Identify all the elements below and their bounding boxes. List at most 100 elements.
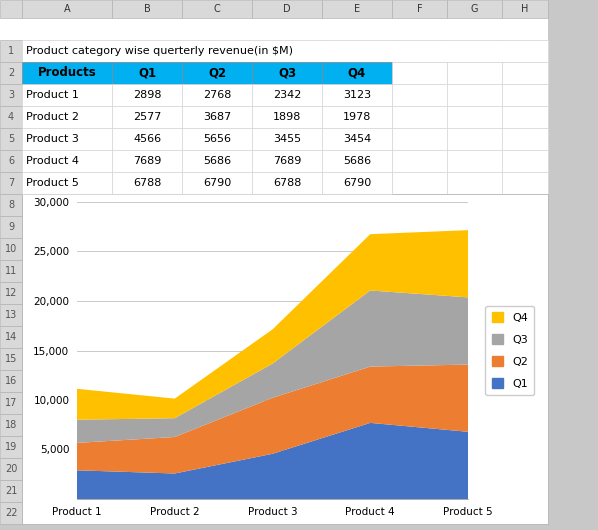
Text: 21: 21 — [5, 486, 17, 496]
Text: 9: 9 — [8, 222, 14, 232]
Bar — [22, 84, 112, 106]
Bar — [447, 128, 502, 150]
Bar — [0, 326, 22, 348]
Bar — [252, 172, 322, 194]
Bar — [252, 150, 322, 172]
Text: B: B — [144, 4, 150, 14]
Bar — [112, 84, 182, 106]
Bar — [22, 106, 112, 128]
Bar — [392, 62, 447, 84]
Bar — [22, 62, 112, 84]
Text: Products: Products — [38, 66, 96, 80]
Bar — [392, 106, 447, 128]
Bar — [22, 0, 112, 18]
Text: 3123: 3123 — [343, 90, 371, 100]
Text: 5686: 5686 — [343, 156, 371, 166]
Bar — [0, 194, 22, 216]
Text: 14: 14 — [5, 332, 17, 342]
Text: Product 1: Product 1 — [26, 90, 79, 100]
Text: 2768: 2768 — [203, 90, 231, 100]
Bar — [0, 502, 22, 524]
Bar — [502, 0, 548, 18]
Bar — [447, 150, 502, 172]
Bar — [322, 84, 392, 106]
Bar — [447, 106, 502, 128]
Text: A: A — [64, 4, 71, 14]
Bar — [502, 172, 548, 194]
Bar — [502, 84, 548, 106]
Bar — [502, 106, 548, 128]
Text: 3454: 3454 — [343, 134, 371, 144]
Bar — [22, 40, 112, 62]
Text: 6790: 6790 — [343, 178, 371, 188]
Text: Product 3: Product 3 — [26, 134, 79, 144]
Text: 17: 17 — [5, 398, 17, 408]
Text: G: G — [471, 4, 478, 14]
Bar — [322, 106, 392, 128]
Text: 19: 19 — [5, 442, 17, 452]
Bar — [0, 414, 22, 436]
Bar — [322, 62, 392, 84]
Bar — [447, 40, 502, 62]
Text: 12: 12 — [5, 288, 17, 298]
Bar — [0, 348, 22, 370]
Text: 15: 15 — [5, 354, 17, 364]
Bar — [252, 128, 322, 150]
Bar — [322, 40, 392, 62]
Bar — [502, 40, 548, 62]
Text: 2: 2 — [8, 68, 14, 78]
Bar — [112, 172, 182, 194]
Text: 3: 3 — [8, 90, 14, 100]
Bar — [22, 62, 112, 84]
Bar — [112, 84, 182, 106]
Bar — [0, 436, 22, 458]
Text: 6788: 6788 — [273, 178, 301, 188]
Bar — [0, 304, 22, 326]
Text: 4: 4 — [8, 112, 14, 122]
Text: F: F — [417, 4, 422, 14]
Text: D: D — [283, 4, 291, 14]
Text: 6790: 6790 — [203, 178, 231, 188]
Text: 22: 22 — [5, 508, 17, 518]
Bar — [112, 0, 182, 18]
Bar — [252, 172, 322, 194]
Bar — [22, 150, 112, 172]
Text: 2342: 2342 — [273, 90, 301, 100]
Bar — [112, 40, 182, 62]
Bar — [22, 40, 548, 62]
Bar — [392, 150, 447, 172]
Text: E: E — [354, 4, 360, 14]
Bar — [0, 0, 22, 18]
Text: 1: 1 — [8, 46, 14, 56]
Legend: Q4, Q3, Q2, Q1: Q4, Q3, Q2, Q1 — [486, 306, 535, 395]
Bar — [182, 172, 252, 194]
Bar — [252, 106, 322, 128]
Bar — [0, 480, 22, 502]
Bar — [392, 62, 447, 84]
Bar — [252, 62, 322, 84]
Text: 7689: 7689 — [133, 156, 161, 166]
Bar — [0, 216, 22, 238]
Text: 5: 5 — [8, 134, 14, 144]
Bar — [392, 128, 447, 150]
Text: Q2: Q2 — [208, 66, 226, 80]
Text: 6: 6 — [8, 156, 14, 166]
Bar — [322, 172, 392, 194]
Bar — [182, 84, 252, 106]
Bar — [182, 40, 252, 62]
Bar — [252, 40, 322, 62]
Bar — [392, 0, 447, 18]
Bar — [392, 172, 447, 194]
Bar — [322, 150, 392, 172]
Bar — [112, 62, 182, 84]
Text: 3455: 3455 — [273, 134, 301, 144]
Bar — [0, 106, 22, 128]
Bar — [0, 172, 22, 194]
Bar — [322, 0, 392, 18]
Text: 3687: 3687 — [203, 112, 231, 122]
Bar — [182, 0, 252, 18]
Bar — [0, 128, 22, 150]
Bar — [0, 40, 22, 62]
Bar — [22, 84, 112, 106]
Text: 4566: 4566 — [133, 134, 161, 144]
